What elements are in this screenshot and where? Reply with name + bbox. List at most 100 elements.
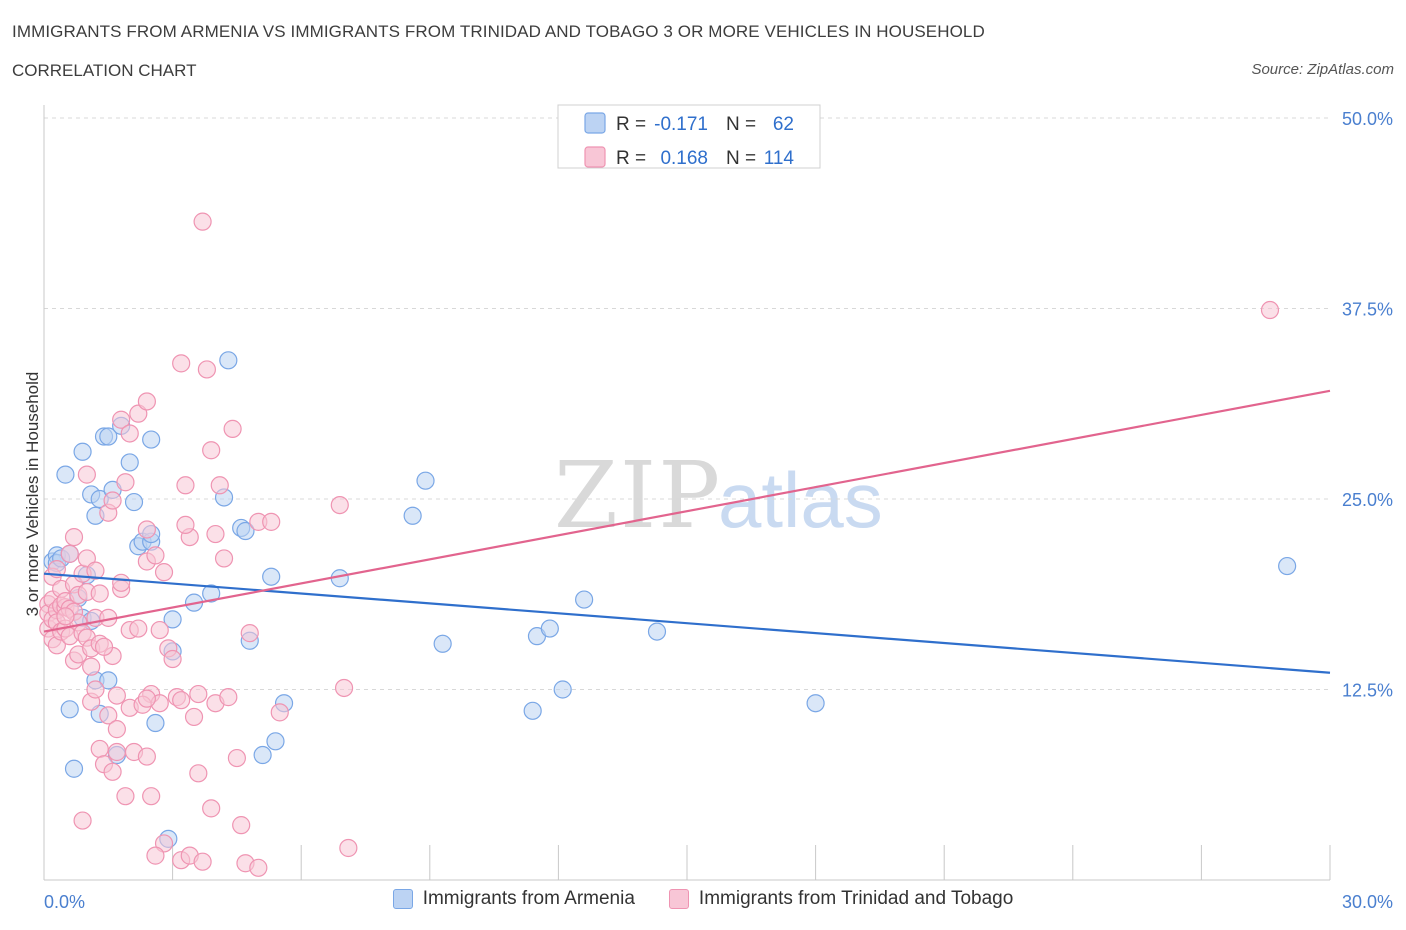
data-point — [116, 473, 135, 492]
data-point — [433, 634, 452, 653]
data-point — [416, 471, 435, 490]
data-point — [137, 689, 156, 708]
data-point — [223, 419, 242, 438]
data-point — [219, 351, 238, 370]
data-point — [193, 852, 212, 871]
data-point — [112, 573, 131, 592]
data-point — [73, 811, 92, 830]
y-tick-label: 50.0% — [1342, 109, 1393, 129]
data-point — [146, 713, 165, 733]
bottom-legend: Immigrants from Armenia Immigrants from … — [0, 888, 1406, 910]
data-point — [146, 846, 165, 865]
data-point — [523, 701, 542, 720]
trend-line-trinidad — [43, 389, 1331, 633]
data-point — [90, 584, 109, 603]
chart-title: IMMIGRANTS FROM ARMENIA VS IMMIGRANTS FR… — [12, 22, 985, 41]
data-point — [142, 787, 161, 806]
series-trinidad — [39, 212, 1280, 877]
legend-item-armenia[interactable]: Immigrants from Armenia — [392, 888, 635, 910]
x-tick-label-max: 30.0% — [1342, 892, 1393, 912]
data-point — [176, 476, 195, 495]
data-point — [150, 620, 169, 640]
data-point — [1260, 300, 1280, 320]
data-point — [184, 707, 204, 727]
data-point — [334, 678, 354, 698]
data-point — [1278, 556, 1297, 576]
data-point — [172, 354, 191, 373]
x-tick-label-min: 0.0% — [44, 892, 85, 912]
data-point — [270, 703, 289, 722]
data-point — [249, 858, 268, 877]
data-point — [137, 392, 156, 411]
data-point — [266, 732, 285, 751]
data-point — [206, 524, 225, 544]
data-point — [142, 430, 161, 449]
data-point — [227, 748, 246, 768]
data-point — [146, 546, 165, 565]
watermark-zip: ZIP — [554, 442, 722, 549]
data-point — [56, 607, 75, 626]
data-point — [64, 759, 84, 778]
legend-swatch-armenia — [392, 889, 413, 909]
stats-n-label: N = — [726, 148, 756, 169]
data-point — [107, 686, 126, 705]
legend-swatch-trinidad — [668, 889, 689, 909]
legend-label-trinidad: Immigrants from Trinidad and Tobago — [698, 888, 1014, 909]
data-point — [120, 424, 139, 443]
data-point — [214, 549, 234, 568]
data-point — [806, 694, 825, 713]
data-point — [90, 739, 109, 759]
data-point — [120, 453, 139, 472]
data-point — [60, 544, 79, 563]
chart-subtitle: CORRELATION CHART — [12, 61, 197, 80]
data-point — [99, 706, 118, 725]
data-point — [94, 637, 114, 656]
data-point — [163, 649, 182, 669]
data-point — [339, 838, 358, 858]
data-point — [103, 491, 122, 510]
legend-item-trinidad[interactable]: Immigrants from Trinidad and Tobago — [668, 888, 1014, 910]
data-point — [99, 427, 118, 446]
data-point — [163, 610, 182, 629]
data-point — [73, 442, 92, 461]
stats-r-label: R = — [616, 114, 646, 135]
stats-n-value: 114 — [764, 148, 795, 169]
data-point — [56, 465, 75, 484]
data-point — [202, 799, 221, 818]
data-point — [107, 720, 126, 739]
data-point — [202, 584, 221, 603]
data-point — [210, 476, 229, 495]
legend-label-armenia: Immigrants from Armenia — [422, 888, 635, 909]
data-point — [86, 680, 105, 699]
data-point — [60, 700, 79, 719]
data-point — [189, 684, 208, 704]
data-point — [575, 590, 594, 609]
data-point — [124, 492, 144, 512]
y-axis-label: 3 or more Vehicles in Household — [23, 372, 42, 617]
data-point — [107, 742, 126, 762]
data-point — [137, 520, 156, 539]
stats-swatch — [584, 146, 606, 168]
data-point — [86, 561, 105, 580]
y-tick-label: 12.5% — [1342, 681, 1393, 701]
stats-r-label: R = — [616, 148, 646, 169]
data-point — [189, 764, 208, 783]
data-point — [176, 515, 195, 535]
data-point — [262, 567, 281, 586]
data-point — [112, 410, 131, 429]
data-point — [540, 619, 559, 638]
data-point — [116, 787, 135, 806]
data-point — [129, 619, 148, 638]
data-point — [219, 688, 238, 707]
data-point — [232, 816, 251, 835]
stats-swatch — [584, 112, 606, 134]
data-point — [330, 495, 349, 515]
y-tick-label: 37.5% — [1342, 300, 1393, 320]
data-point — [553, 680, 572, 699]
stats-r-value: 0.168 — [660, 148, 708, 169]
trend-line-armenia — [43, 572, 1331, 674]
y-tick-label: 25.0% — [1342, 490, 1393, 510]
data-point — [197, 360, 216, 379]
stats-r-value: -0.171 — [654, 114, 708, 135]
